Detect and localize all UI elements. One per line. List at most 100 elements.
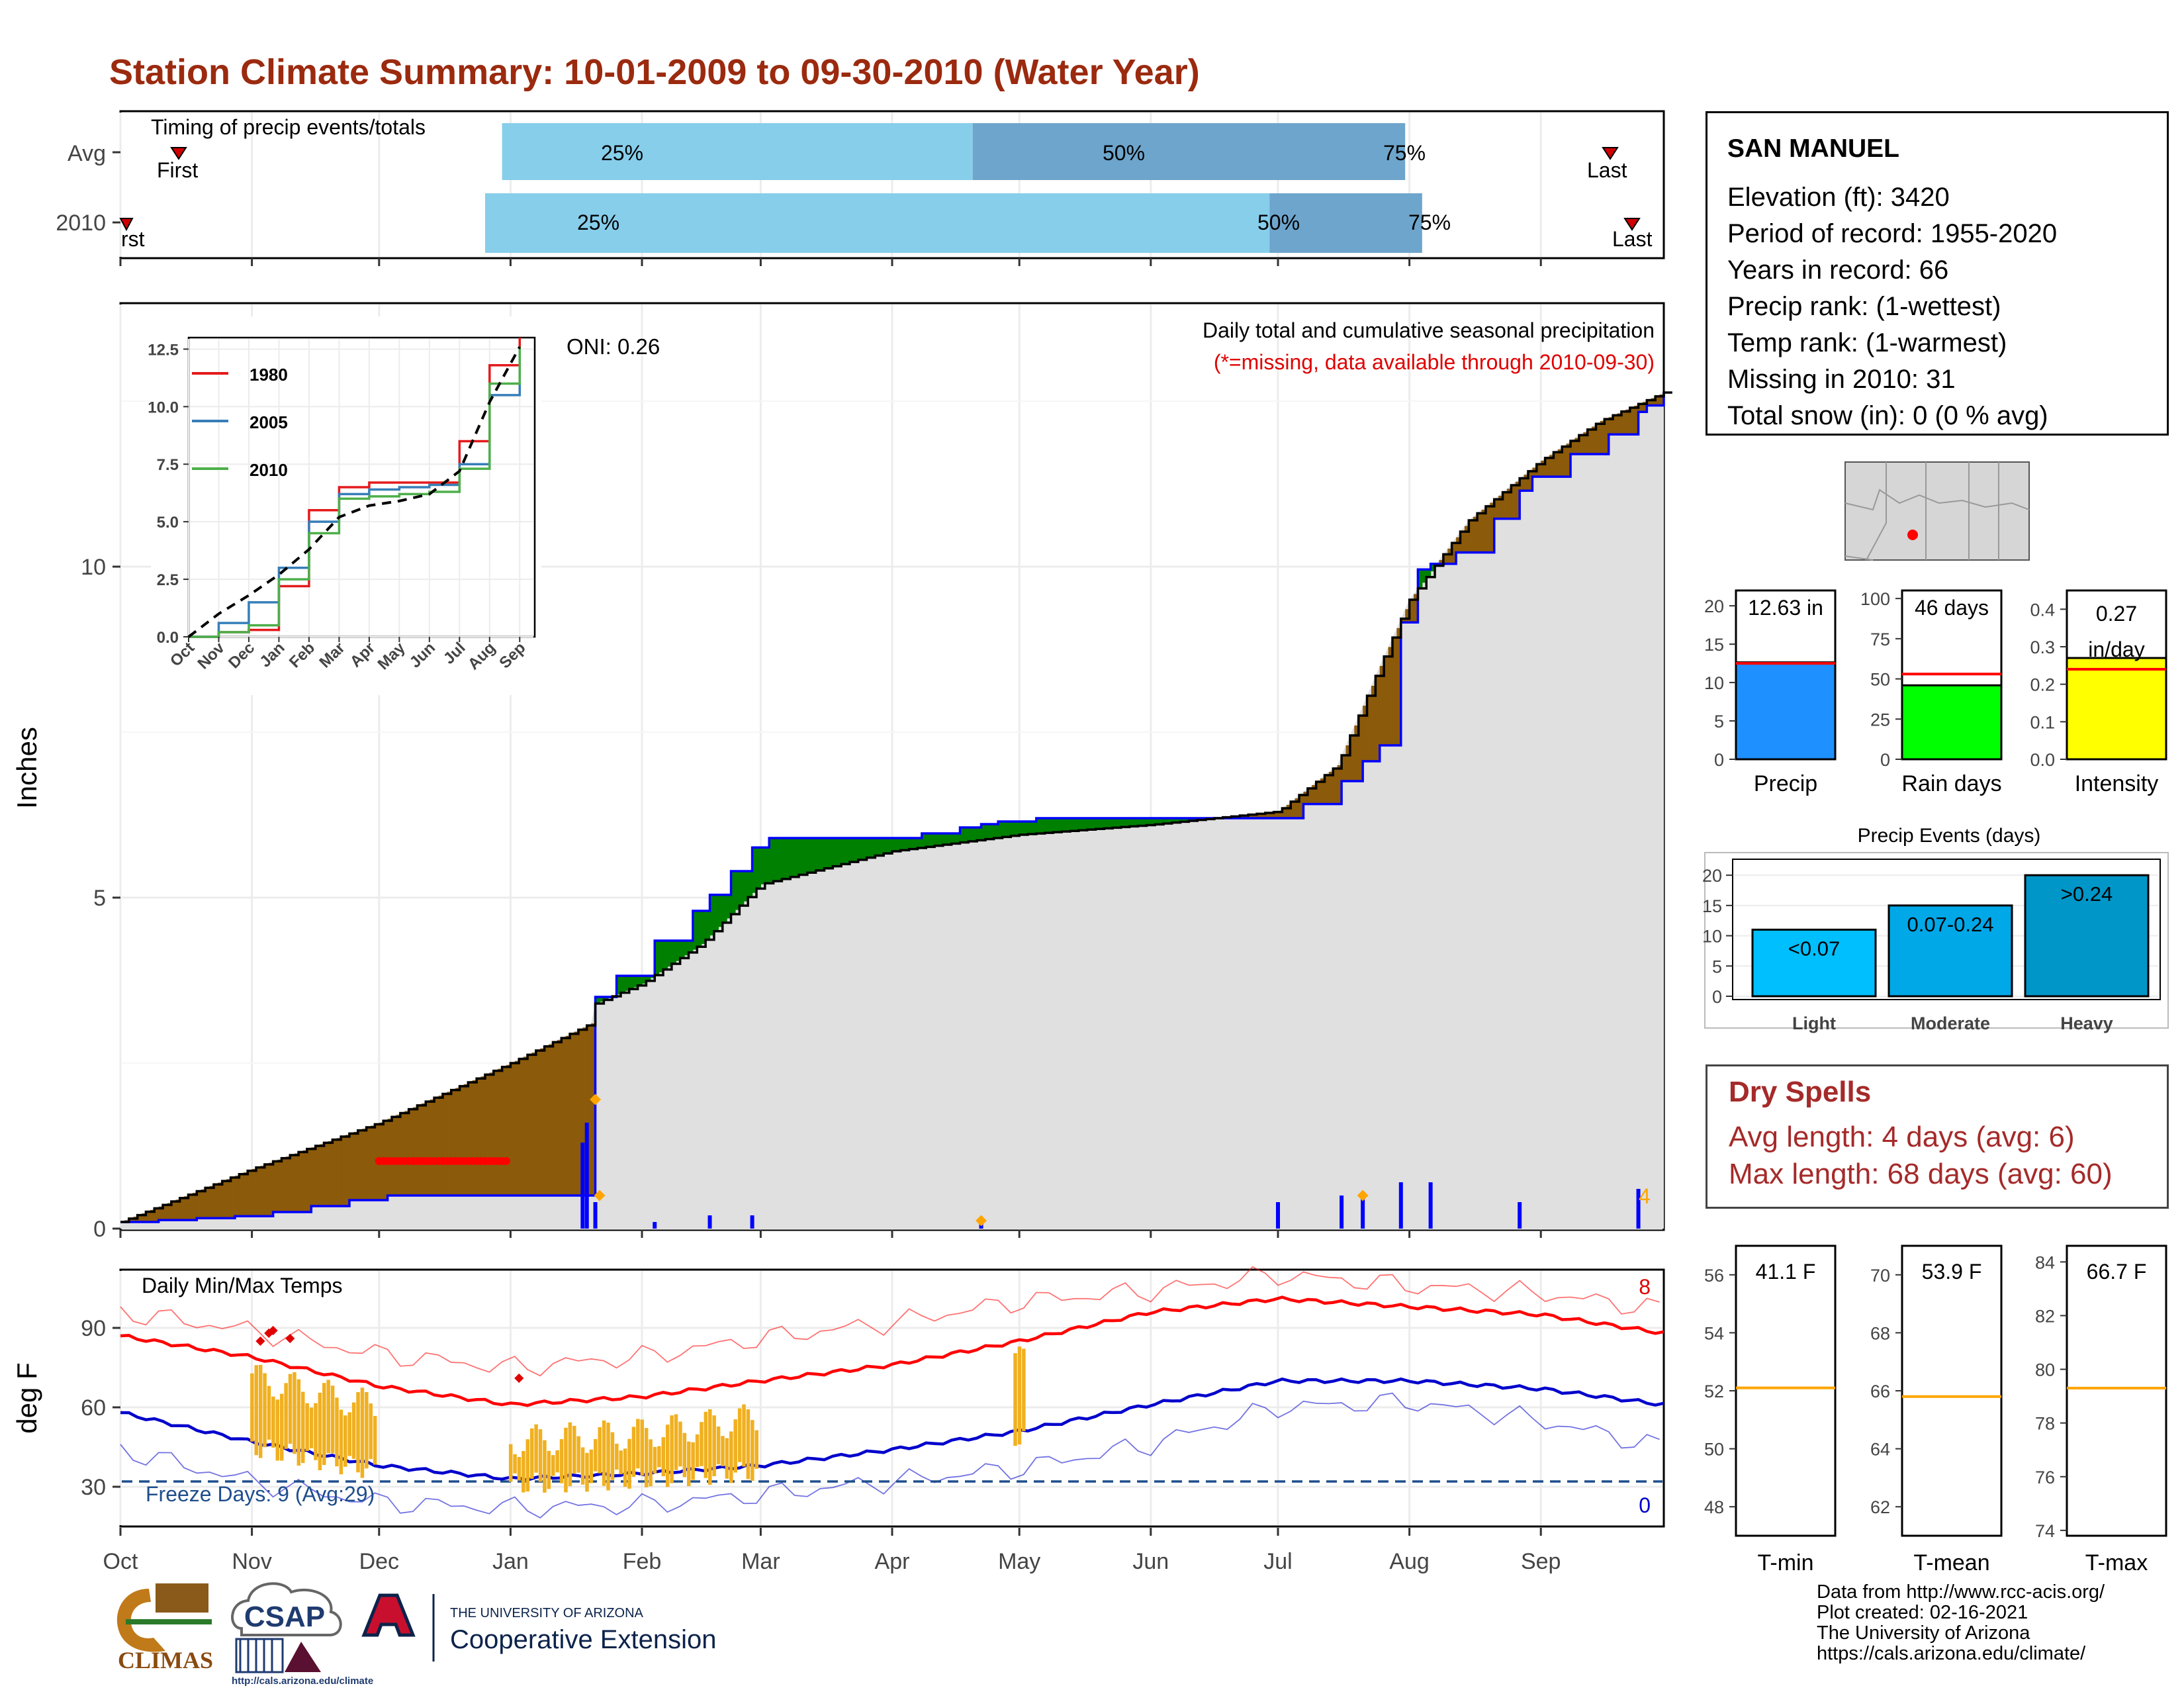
temp-range-bar [746,1409,751,1479]
temp-gauge-frame [2066,1244,2167,1537]
temp-range-bar [1017,1346,1022,1445]
anomaly-slice [1485,506,1490,553]
temp-range-bar [326,1380,330,1454]
anomaly-slice [197,1191,202,1219]
temp-gauge-label: T-max [2085,1550,2148,1575]
anomaly-slice [1638,404,1643,412]
temp-range-bar [619,1450,623,1475]
anomaly-slice [1629,407,1635,435]
gauge-bar-rain-days [1901,684,2003,761]
anomaly-slice [1099,818,1105,829]
anomaly-slice [1291,802,1296,818]
temp-range-bar [657,1446,661,1468]
legend-2005: 2005 [250,412,288,432]
anomaly-slice [663,941,668,970]
anomaly-slice [760,847,766,884]
anomaly-slice [557,1040,562,1196]
anomaly-slice [540,1048,545,1196]
anomaly-slice [1320,778,1326,804]
temp-range-bar [559,1439,564,1483]
temp-range-bar [636,1419,640,1469]
anomaly-slice [1015,821,1020,835]
temp-range-bar [653,1446,657,1474]
anomaly-slice [1261,813,1266,818]
gauge-tick-label: 75 [1870,630,1890,649]
anomaly-slice [1527,471,1533,491]
station-precip-rank: Precip rank: (1-wettest) [1727,292,2001,321]
anomaly-slice [239,1174,244,1217]
anomaly-slice [794,838,799,876]
precip-y-tick-label: 5 [93,886,106,911]
temp-gauge-tick-label: 68 [1870,1323,1890,1343]
anomaly-slice [480,1076,486,1196]
anomaly-slice [1312,785,1317,804]
anomaly-slice [786,838,791,878]
anomaly-slice [620,976,625,993]
anomaly-slice [1180,818,1185,822]
temp-range-bar [538,1429,543,1482]
anomaly-slice [345,1135,350,1206]
anomaly-slice [909,838,914,849]
anomaly-slice [163,1205,168,1221]
temp-gauge-value: 53.9 F [1922,1260,1982,1284]
temp-range-bar [649,1439,653,1487]
anomaly-slice [782,838,787,879]
temp-range-bar [631,1427,636,1477]
anomaly-slice [468,1082,473,1196]
anomaly-slice [336,1138,341,1206]
temp-range-bar [529,1428,534,1479]
anomaly-slice [1087,818,1092,830]
daily-precip-bar [584,1123,589,1229]
anomaly-slice [1651,398,1656,406]
anomaly-slice [1155,818,1160,825]
climas-logo: CLIMAS [116,1583,213,1673]
anomaly-slice [167,1203,172,1221]
anomaly-slice [455,1088,461,1196]
anomaly-slice [544,1046,549,1196]
anomaly-slice [205,1188,210,1219]
temp-range-bar [314,1403,318,1460]
anomaly-slice [438,1096,443,1196]
precip-title: Daily total and cumulative seasonal prec… [1203,318,1655,342]
temp-range-bar [627,1438,631,1489]
anomaly-slice [574,1031,579,1196]
events-y-tick-label: 0 [1712,987,1722,1007]
month-label: Feb [623,1549,662,1574]
anomaly-slice [213,1184,218,1219]
temp-gauge-tick-label: 56 [1704,1266,1724,1286]
temp-lines [120,1266,1664,1519]
anomaly-slice [854,838,859,861]
anomaly-slice [1240,816,1245,818]
anomaly-slice [1443,554,1448,564]
anomaly-slice [748,871,753,898]
anomaly-slice [430,1100,435,1196]
temp-range-bar [339,1409,343,1475]
anomaly-slice [1049,818,1054,833]
anomaly-slice [370,1125,375,1200]
anomaly-slice [1464,526,1469,553]
temp-range-bar [708,1409,712,1485]
anomaly-slice [1116,818,1122,827]
anomaly-slice [841,838,846,865]
anomaly-slice [256,1167,261,1217]
anomaly-slice [849,838,854,863]
anomaly-slice [1604,419,1610,454]
timing-2010-first-marker [119,218,134,232]
anomaly-slice [408,1109,414,1196]
events-y-tick-label: 10 [1702,927,1722,947]
anomaly-slice [230,1177,236,1219]
anomaly-slice [722,894,727,923]
temp-range-bar [1022,1348,1026,1431]
timing-panel: Timing of precip events/totals Avg 2010 … [56,110,1665,266]
temp-range-bar [589,1449,594,1483]
anomaly-slice [1418,569,1423,588]
precip-events-chart: Precip Events (days) 05101520<0.07Light0… [1702,825,2169,1033]
anomaly-slice [1057,818,1062,832]
timing-avg-first-marker [170,147,187,160]
temp-range-bar [335,1397,339,1467]
anomaly-slice [803,838,808,874]
anomaly-slice [477,1078,482,1196]
anomaly-slice [519,1058,524,1196]
station-name: SAN MANUEL [1727,134,1899,163]
anomaly-slice [1600,421,1605,454]
